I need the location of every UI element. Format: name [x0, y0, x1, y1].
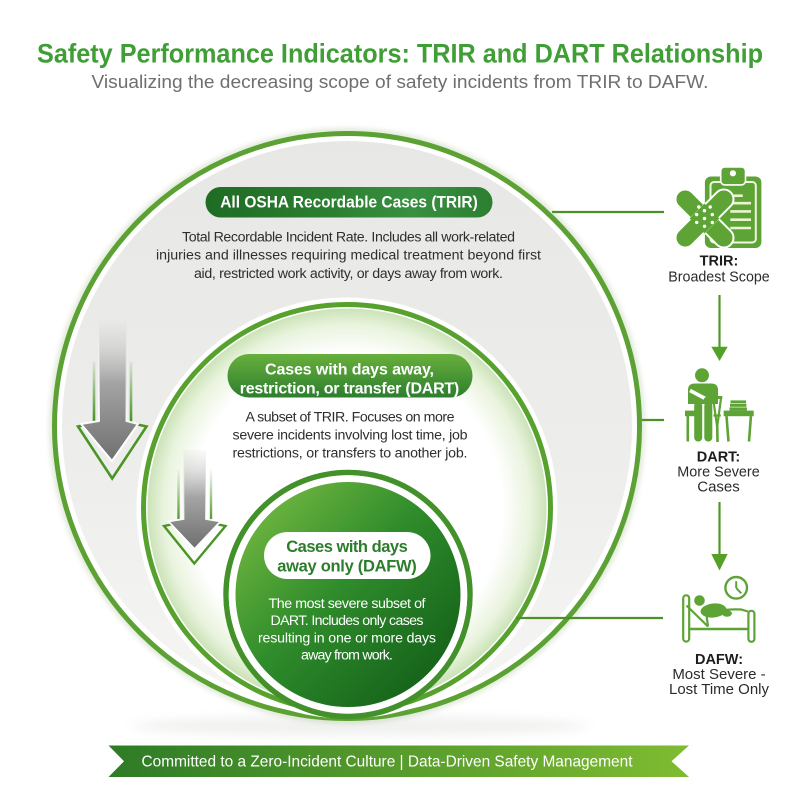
- svg-text:DAFW:: DAFW:: [695, 652, 743, 668]
- svg-text:The most severe subset of: The most severe subset of: [269, 596, 426, 612]
- svg-text:Most Severe -: Most Severe -: [672, 666, 765, 683]
- svg-text:TRIR:: TRIR:: [700, 254, 739, 270]
- svg-text:More Severe: More Severe: [677, 464, 760, 481]
- svg-text:severe incidents involving los: severe incidents involving lost time, jo…: [233, 428, 468, 444]
- svg-text:resulting in one or more days: resulting in one or more days: [258, 631, 436, 647]
- svg-text:Visualizing the decreasing sco: Visualizing the decreasing scope of safe…: [92, 72, 709, 92]
- svg-text:Lost Time Only: Lost Time Only: [669, 681, 769, 698]
- svg-text:All OSHA Recordable Cases (TRI: All OSHA Recordable Cases (TRIR): [220, 194, 478, 212]
- svg-text:Cases: Cases: [697, 479, 740, 496]
- svg-text:restrictions, or transfers to: restrictions, or transfers to another jo…: [233, 446, 468, 462]
- svg-text:away only (DAFW): away only (DAFW): [277, 557, 417, 575]
- svg-text:Total Recordable Incident Rate: Total Recordable Incident Rate. Includes…: [182, 230, 515, 246]
- svg-text:aid, restricted work activity,: aid, restricted work activity, or days a…: [194, 266, 503, 282]
- svg-text:away from work.: away from work.: [301, 648, 393, 664]
- svg-text:Cases with days: Cases with days: [286, 538, 408, 556]
- svg-text:DART. Includes only cases: DART. Includes only cases: [271, 613, 424, 629]
- svg-text:Broadest Scope: Broadest Scope: [668, 269, 770, 286]
- svg-text:Committed to a Zero-Incident C: Committed to a Zero-Incident Culture | D…: [142, 754, 634, 771]
- svg-text:DART:: DART:: [697, 450, 741, 466]
- svg-text:A subset of TRIR. Focuses on m: A subset of TRIR. Focuses on more: [246, 410, 455, 426]
- svg-text:Safety Performance Indicators:: Safety Performance Indicators: TRIR and …: [37, 39, 763, 69]
- svg-text:restriction, or transfer (DART: restriction, or transfer (DART): [240, 381, 460, 398]
- svg-text:Cases with days away,: Cases with days away,: [265, 362, 434, 379]
- svg-text:injuries and illnesses requiri: injuries and illnesses requiring medical…: [156, 248, 541, 264]
